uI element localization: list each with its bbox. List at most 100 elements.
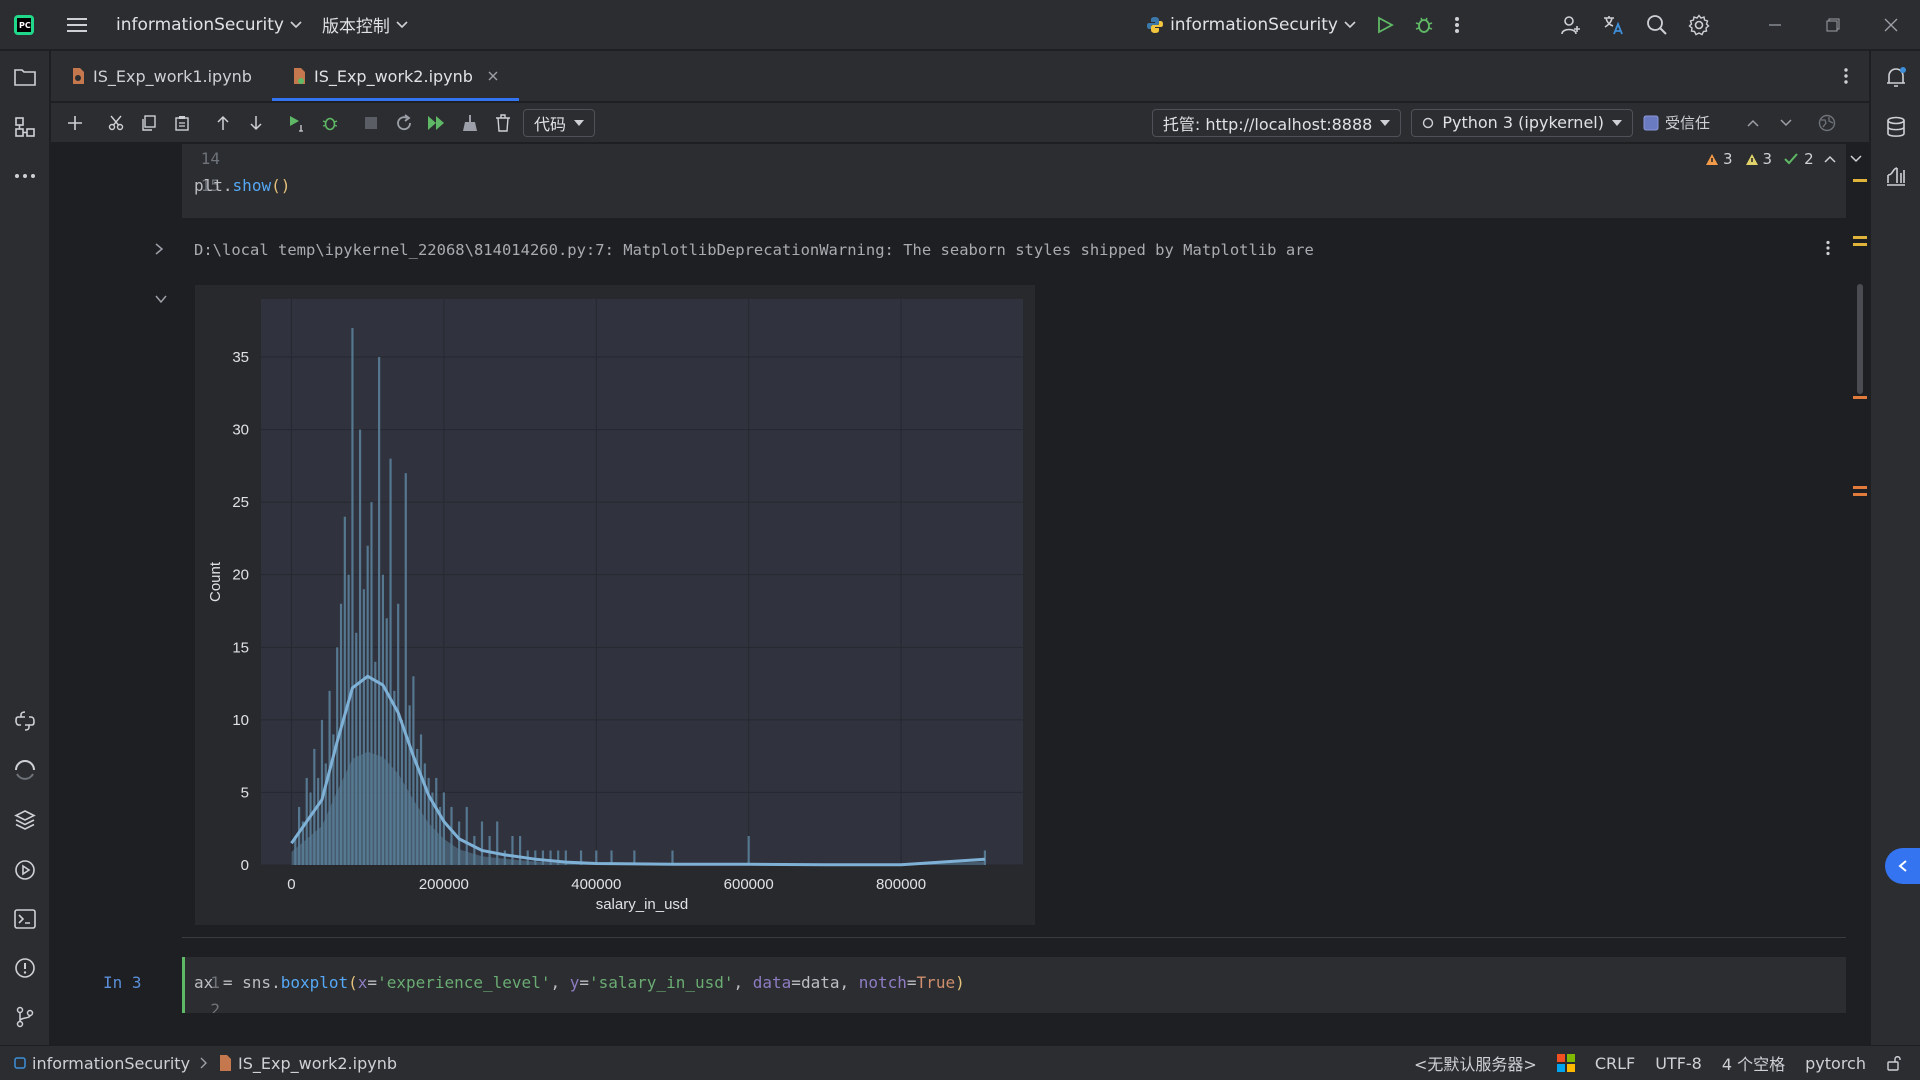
encoding-status[interactable]: UTF-8 <box>1655 1053 1702 1073</box>
interrupt-kernel-button[interactable] <box>355 107 387 139</box>
close-tab-icon[interactable] <box>487 70 499 82</box>
debug-cell-button[interactable] <box>314 107 346 139</box>
vertical-scrollbar-thumb[interactable] <box>1857 284 1863 394</box>
chevron-up-icon[interactable] <box>1824 155 1836 163</box>
histogram-bar <box>412 676 415 865</box>
dropdown-arrow-icon <box>574 119 585 126</box>
x-tick-label: 800000 <box>876 876 926 893</box>
histogram-bar <box>347 574 350 865</box>
database-icon[interactable] <box>1881 112 1911 142</box>
read-only-toggle[interactable] <box>1876 1055 1920 1071</box>
breadcrumb-separator-icon <box>200 1057 208 1069</box>
scroll-marker <box>1853 493 1867 496</box>
histogram-bar <box>541 850 545 865</box>
project-folder-icon[interactable] <box>10 62 40 92</box>
kernel-select[interactable]: Python 3 (ipykernel) <box>1411 108 1633 137</box>
add-user-icon <box>1560 14 1582 36</box>
histogram-bar <box>324 763 327 865</box>
breadcrumb-file[interactable]: IS_Exp_work2.ipynb <box>208 1054 407 1073</box>
expand-output-icon[interactable] <box>154 243 164 255</box>
more-vertical-icon <box>1454 16 1460 34</box>
terminal-icon[interactable] <box>10 904 40 934</box>
collapse-panel-button[interactable] <box>1885 848 1920 884</box>
run-button[interactable] <box>1366 0 1404 50</box>
code-line[interactable]: plt.show() <box>194 176 290 195</box>
left-tool-window-bar <box>0 51 50 1045</box>
clear-outputs-button[interactable] <box>454 107 486 139</box>
git-branch-icon[interactable] <box>10 1002 40 1032</box>
trusted-toggle[interactable]: 受信任 <box>1643 112 1710 133</box>
histogram-bar <box>355 632 358 865</box>
code-cell-previous[interactable] <box>182 144 1846 218</box>
code-token: = <box>906 973 917 992</box>
breadcrumb-project[interactable]: informationSecurity <box>0 1054 200 1073</box>
add-cell-button[interactable] <box>59 107 91 139</box>
notebook-file-icon <box>71 67 85 85</box>
interpreter-status[interactable]: pytorch <box>1805 1053 1866 1073</box>
translate-button[interactable] <box>1592 0 1636 50</box>
server-value: 托管: http://localhost:8888 <box>1162 114 1373 134</box>
copy-icon <box>141 114 157 131</box>
salary-histogram-chart[interactable]: 0 5 10 15 20 25 30 35 0 200000 400000 600000 800000… <box>195 285 1035 925</box>
move-cell-down-button[interactable] <box>240 107 272 139</box>
more-actions-button[interactable] <box>1444 0 1470 50</box>
more-tools-icon[interactable] <box>10 161 40 191</box>
default-server-status[interactable]: <无默认服务器> <box>1413 1055 1537 1074</box>
close-window-button[interactable] <box>1862 0 1920 50</box>
histogram-bar <box>450 806 453 865</box>
vcs-menu[interactable]: 版本控制 <box>312 0 418 50</box>
inspection-widget[interactable]: 3 3 2 <box>1705 150 1862 168</box>
code-token: y <box>569 973 580 992</box>
previous-cell-button[interactable] <box>1737 107 1769 139</box>
project-selector[interactable]: informationSecurity <box>106 0 312 50</box>
move-cell-up-button[interactable] <box>207 107 239 139</box>
run-cell-select-below-button[interactable] <box>281 107 313 139</box>
paste-cell-button[interactable] <box>166 107 198 139</box>
broom-icon <box>462 114 478 132</box>
debug-bug-icon <box>1414 15 1434 35</box>
minimize-button[interactable] <box>1746 0 1804 50</box>
code-token: = <box>791 973 801 992</box>
copy-cell-button[interactable] <box>133 107 165 139</box>
weak-warning-count: 3 <box>1762 150 1773 168</box>
indent-status[interactable]: 4 个空格 <box>1721 1055 1786 1074</box>
run-config-selector[interactable]: informationSecurity <box>1136 0 1366 50</box>
structure-icon[interactable] <box>10 112 40 142</box>
main-menu-button[interactable] <box>48 0 106 50</box>
python-packages-icon[interactable] <box>10 805 40 835</box>
chevron-down-icon[interactable] <box>1850 155 1862 163</box>
next-cell-button[interactable] <box>1770 107 1802 139</box>
jupyter-server-select[interactable]: 托管: http://localhost:8888 <box>1151 108 1402 137</box>
project-name: informationSecurity <box>116 14 284 35</box>
tab-is-exp-work1[interactable]: IS_Exp_work1.ipynb <box>51 51 272 101</box>
output-actions-icon[interactable] <box>1825 240 1831 256</box>
code-cell-3[interactable] <box>182 957 1846 1013</box>
settings-button[interactable] <box>1678 0 1720 50</box>
cell-type-select[interactable]: 代码 <box>523 108 596 137</box>
notebook-file-icon <box>218 1054 232 1072</box>
tabs-more-button[interactable] <box>1823 51 1869 101</box>
line-separator-status[interactable]: CRLF <box>1594 1053 1636 1073</box>
notifications-bell-icon[interactable] <box>1881 62 1911 92</box>
cell-prompt: In 3 <box>103 973 142 992</box>
tab-is-exp-work2[interactable]: IS_Exp_work2.ipynb <box>271 51 519 101</box>
restart-kernel-button[interactable] <box>388 107 420 139</box>
delete-cell-button[interactable] <box>487 107 519 139</box>
code-line[interactable]: ax = sns.boxplot(x='experience_level', y… <box>194 973 965 992</box>
search-everywhere-button[interactable] <box>1636 0 1678 50</box>
debug-button[interactable] <box>1404 0 1444 50</box>
run-all-button[interactable] <box>421 107 453 139</box>
open-in-browser-button[interactable] <box>1811 107 1843 139</box>
app-logo[interactable]: PC <box>0 0 48 50</box>
sciview-icon[interactable] <box>1881 161 1911 191</box>
code-with-me-button[interactable] <box>1550 0 1592 50</box>
restore-button[interactable] <box>1804 0 1862 50</box>
python-console-icon[interactable] <box>10 706 40 736</box>
histogram-bar <box>317 777 320 865</box>
windows-icon-button[interactable] <box>1547 1054 1585 1072</box>
problems-icon[interactable] <box>10 953 40 983</box>
collapse-output-icon[interactable] <box>155 294 167 304</box>
cut-cell-button[interactable] <box>100 107 132 139</box>
plus-icon <box>67 115 83 131</box>
services-icon[interactable] <box>10 855 40 885</box>
